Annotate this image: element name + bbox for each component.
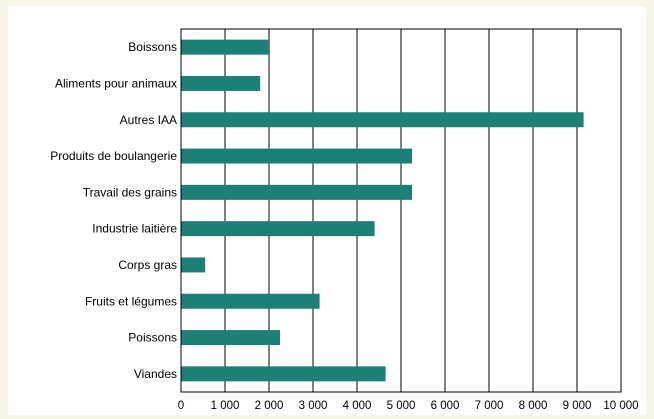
x-tick-label: 2 000 xyxy=(255,400,284,412)
category-label: Viandes xyxy=(134,367,177,381)
category-label: Travail des grains xyxy=(83,185,177,199)
bar-chart: Boissons Aliments pour animaux Autres IAA P… xyxy=(50,28,639,412)
category-labels: Boissons Aliments pour animaux Autres IAA P… xyxy=(50,40,177,381)
category-label: Poissons xyxy=(128,331,177,345)
category-label: Produits de boulangerie xyxy=(50,149,177,163)
bar xyxy=(181,75,261,91)
bars xyxy=(181,39,584,382)
category-label: Aliments pour animaux xyxy=(55,76,177,90)
category-label: Corps gras xyxy=(118,258,177,272)
x-tick-label: 7 000 xyxy=(475,400,504,412)
x-tick-label: 4 000 xyxy=(343,400,372,412)
x-tick-label: 5 000 xyxy=(387,400,416,412)
x-tick-label: 8 000 xyxy=(519,400,548,412)
bar xyxy=(181,257,206,273)
category-label: Boissons xyxy=(128,40,177,54)
x-tick-label: 9 000 xyxy=(563,400,592,412)
x-tick-label: 0 xyxy=(178,400,184,412)
x-tick-label: 6 000 xyxy=(431,400,460,412)
bar xyxy=(181,293,320,309)
chart-panel: Boissons Aliments pour animaux Autres IAA P… xyxy=(8,6,646,415)
bar xyxy=(181,330,280,346)
x-tick-label: 3 000 xyxy=(299,400,328,412)
x-tick-label: 1 000 xyxy=(211,400,240,412)
category-label: Industrie laitière xyxy=(92,222,177,236)
plot-area-frame xyxy=(180,28,622,393)
x-tick-labels: 0 1 000 2 000 3 000 4 000 5 000 6 000 7 000 8 00… xyxy=(178,400,639,412)
category-label: Fruits et légumes xyxy=(85,294,177,308)
bar xyxy=(181,112,584,128)
x-tick-label: 10 000 xyxy=(603,400,638,412)
bar xyxy=(181,39,269,55)
bar xyxy=(181,184,412,200)
bar xyxy=(181,366,386,382)
bar xyxy=(181,148,412,164)
category-label: Autres IAA xyxy=(120,113,177,127)
bar xyxy=(181,221,375,237)
